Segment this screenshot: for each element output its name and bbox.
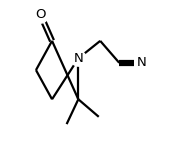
Text: N: N (137, 56, 147, 69)
Text: O: O (35, 8, 46, 21)
Text: N: N (73, 52, 83, 65)
